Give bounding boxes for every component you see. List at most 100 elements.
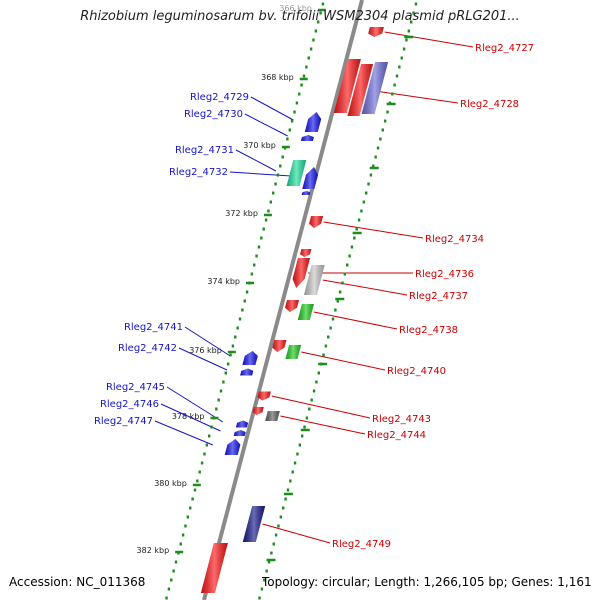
tick-dot [298, 443, 302, 447]
tick-dot [414, 2, 418, 6]
gene-rleg2_4731[interactable] [286, 160, 307, 186]
tick-dot [262, 227, 265, 231]
tick-dot [315, 380, 318, 384]
gene-label[interactable]: Rleg2_4734 [425, 234, 484, 245]
tick-dot [393, 83, 396, 87]
gene-unlabeled[interactable] [272, 340, 287, 352]
gene-label[interactable]: Rleg2_4730 [184, 109, 243, 120]
gene-unlabeled[interactable] [200, 543, 228, 593]
label-connector [384, 31, 474, 48]
tick-dot [282, 506, 285, 510]
gene-label[interactable]: Rleg2_4740 [387, 366, 446, 377]
gene-label[interactable]: Rleg2_4747 [94, 416, 153, 427]
tick-dot [167, 587, 171, 591]
gene-label[interactable]: Rleg2_4745 [106, 382, 165, 393]
gene-rleg2_4742[interactable] [240, 368, 254, 376]
kbp-label: 366 kbp [279, 4, 312, 13]
gene-rleg2_4743[interactable] [257, 391, 271, 401]
gene-label[interactable]: Rleg2_4732 [169, 167, 228, 178]
gene-rleg2_4744[interactable] [265, 411, 280, 421]
tick-dot [293, 110, 296, 114]
tick-dot [314, 29, 318, 33]
tick-dot [165, 596, 168, 600]
gene-rleg2_4734[interactable] [309, 216, 324, 228]
tick-dot [286, 488, 290, 492]
gene-rleg2_4738[interactable] [297, 304, 314, 320]
tick-dot [343, 272, 347, 276]
tick-dot [217, 398, 220, 402]
gene-label[interactable]: Rleg2_4738 [399, 325, 458, 336]
gene-rleg2_4747[interactable] [224, 439, 241, 455]
tick-dot [327, 335, 330, 339]
tick-dot [369, 173, 373, 177]
tick-dot [189, 506, 192, 510]
gene-rleg2_4727[interactable] [368, 27, 384, 37]
tick-dot [317, 371, 320, 375]
tick-dot [265, 569, 268, 573]
tick-dot [293, 461, 297, 465]
gene-label[interactable]: Rleg2_4749 [332, 539, 391, 550]
gene-rleg2_4746[interactable] [233, 430, 246, 436]
inner-tick-track [165, 2, 325, 600]
gene-label[interactable]: Rleg2_4743 [372, 414, 431, 425]
gene-rleg2_4736[interactable] [292, 258, 310, 288]
gene-label[interactable]: Rleg2_4746 [100, 399, 159, 410]
gene-rleg2_4732[interactable] [302, 167, 318, 189]
gene-rleg2_4729[interactable] [304, 112, 322, 132]
gene-rleg2_4745[interactable] [235, 420, 249, 428]
tick-dot [207, 434, 211, 438]
tick-dot [264, 218, 268, 222]
gene-rleg2_4737[interactable] [303, 265, 325, 295]
tick-dot [302, 74, 306, 78]
tick-dot [270, 551, 273, 555]
gene-label[interactable]: Rleg2_4736 [415, 269, 474, 280]
gene-rleg2_4728[interactable] [347, 64, 374, 116]
tick-dot [186, 515, 190, 519]
tick-dot [245, 290, 249, 294]
gene-rleg2_4749[interactable] [242, 506, 266, 542]
kbp-label: 382 kbp [137, 546, 170, 555]
accession-text: Accession: NC_011368 [9, 575, 146, 589]
gene-rleg2_4740[interactable] [285, 345, 302, 359]
tick-dot [229, 353, 232, 357]
gene-label[interactable]: Rleg2_4744 [367, 430, 426, 441]
gene-label[interactable]: Rleg2_4731 [175, 145, 234, 156]
tick-dot [381, 128, 384, 132]
gene-label[interactable]: Rleg2_4742 [118, 343, 177, 354]
label-connector [322, 279, 408, 296]
tick-dot [200, 461, 204, 465]
tick-dot [379, 137, 382, 141]
tick-dot [205, 443, 209, 447]
gene-label[interactable]: Rleg2_4727 [475, 43, 534, 54]
gene-unlabeled[interactable] [333, 59, 361, 113]
label-connector [166, 386, 224, 423]
tick-dot [284, 497, 287, 501]
tick-dot [317, 20, 320, 24]
tick-dot [291, 470, 294, 474]
label-connector [262, 523, 331, 544]
gene-label[interactable]: Rleg2_4728 [460, 99, 519, 110]
kbp-label: 378 kbp [172, 412, 205, 421]
tick-dot [172, 569, 175, 573]
tick-dot [400, 56, 403, 60]
tick-dot [224, 371, 227, 375]
gene-label[interactable]: Rleg2_4737 [409, 291, 468, 302]
gene-label[interactable]: Rleg2_4729 [190, 92, 249, 103]
gene-unlabeled[interactable] [285, 300, 299, 312]
tick-dot [203, 452, 206, 456]
tick-dot [305, 65, 308, 69]
gene-unlabeled[interactable] [361, 62, 389, 114]
gene-unlabeled[interactable] [301, 191, 311, 195]
label-connector [178, 347, 228, 371]
tick-dot [372, 164, 375, 168]
gene-unlabeled[interactable] [252, 407, 264, 415]
gene-unlabeled[interactable] [300, 249, 312, 257]
kbp-label: 374 kbp [207, 277, 240, 286]
tick-dot [357, 218, 361, 222]
tick-dot [276, 173, 280, 177]
gene-rleg2_4730[interactable] [300, 135, 314, 141]
gene-rleg2_4741[interactable] [242, 351, 258, 365]
tick-dot [286, 137, 289, 141]
gene-label[interactable]: Rleg2_4741 [124, 322, 183, 333]
